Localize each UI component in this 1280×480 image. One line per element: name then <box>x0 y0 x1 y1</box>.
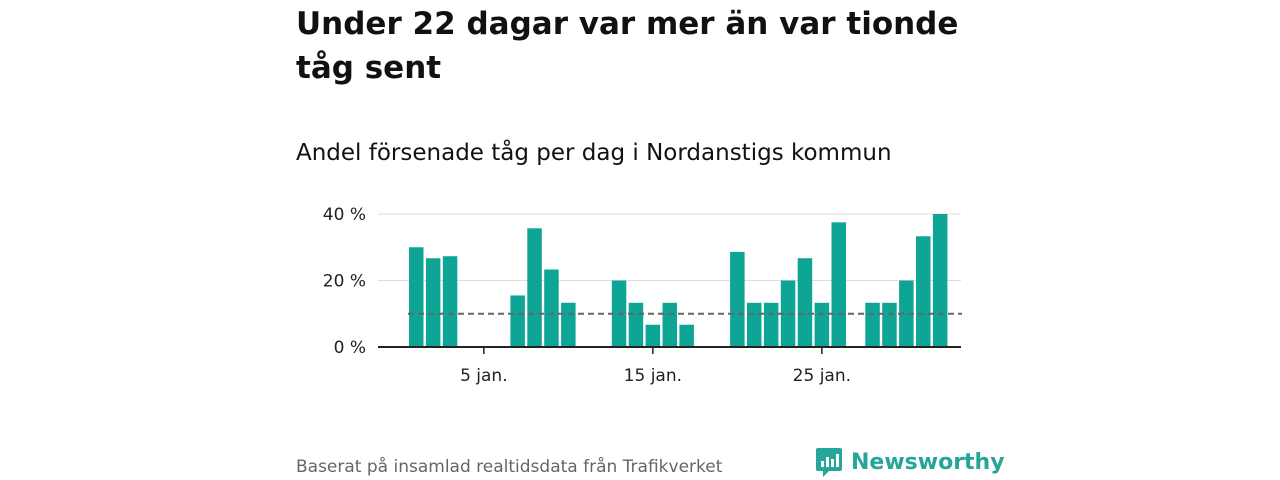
bar <box>662 302 677 347</box>
bar <box>645 324 661 347</box>
bar <box>747 302 762 347</box>
bar <box>814 302 830 347</box>
x-tick-label: 5 jan. <box>460 366 508 386</box>
brand-logo: Newsworthy <box>815 446 1005 478</box>
y-tick-label: 20 % <box>323 272 366 292</box>
bar <box>865 302 880 347</box>
newsworthy-logo-icon <box>816 448 842 477</box>
bar <box>882 302 897 347</box>
bar <box>561 302 576 347</box>
brand-name: Newsworthy <box>851 449 1005 475</box>
chart-title: Under 22 dagar var mer än var tionde tåg… <box>296 6 959 86</box>
bar <box>510 295 525 347</box>
axes: 0 % 20 % 40 % 5 jan. 15 jan. 25 jan. <box>323 205 961 386</box>
grid-lines <box>378 213 961 281</box>
chart-subtitle: Andel försenade tåg per dag i Nordanstig… <box>296 140 892 166</box>
bar <box>679 324 694 347</box>
bar <box>797 258 813 347</box>
bar <box>544 269 559 347</box>
bar <box>409 247 424 347</box>
source-note: Baserat på insamlad realtidsdata från Tr… <box>296 457 723 477</box>
y-tick-label: 0 % <box>334 338 366 358</box>
bar <box>628 302 644 347</box>
bar <box>730 251 745 347</box>
bar <box>763 302 779 347</box>
bar <box>442 256 458 347</box>
bar <box>527 228 542 347</box>
y-tick-label: 40 % <box>323 205 366 225</box>
bar <box>916 236 931 347</box>
bar <box>899 280 914 347</box>
bar <box>425 258 441 347</box>
x-tick-label: 15 jan. <box>624 366 682 386</box>
bar <box>831 222 846 347</box>
bar <box>932 214 948 347</box>
x-tick-label: 25 jan. <box>793 366 851 386</box>
